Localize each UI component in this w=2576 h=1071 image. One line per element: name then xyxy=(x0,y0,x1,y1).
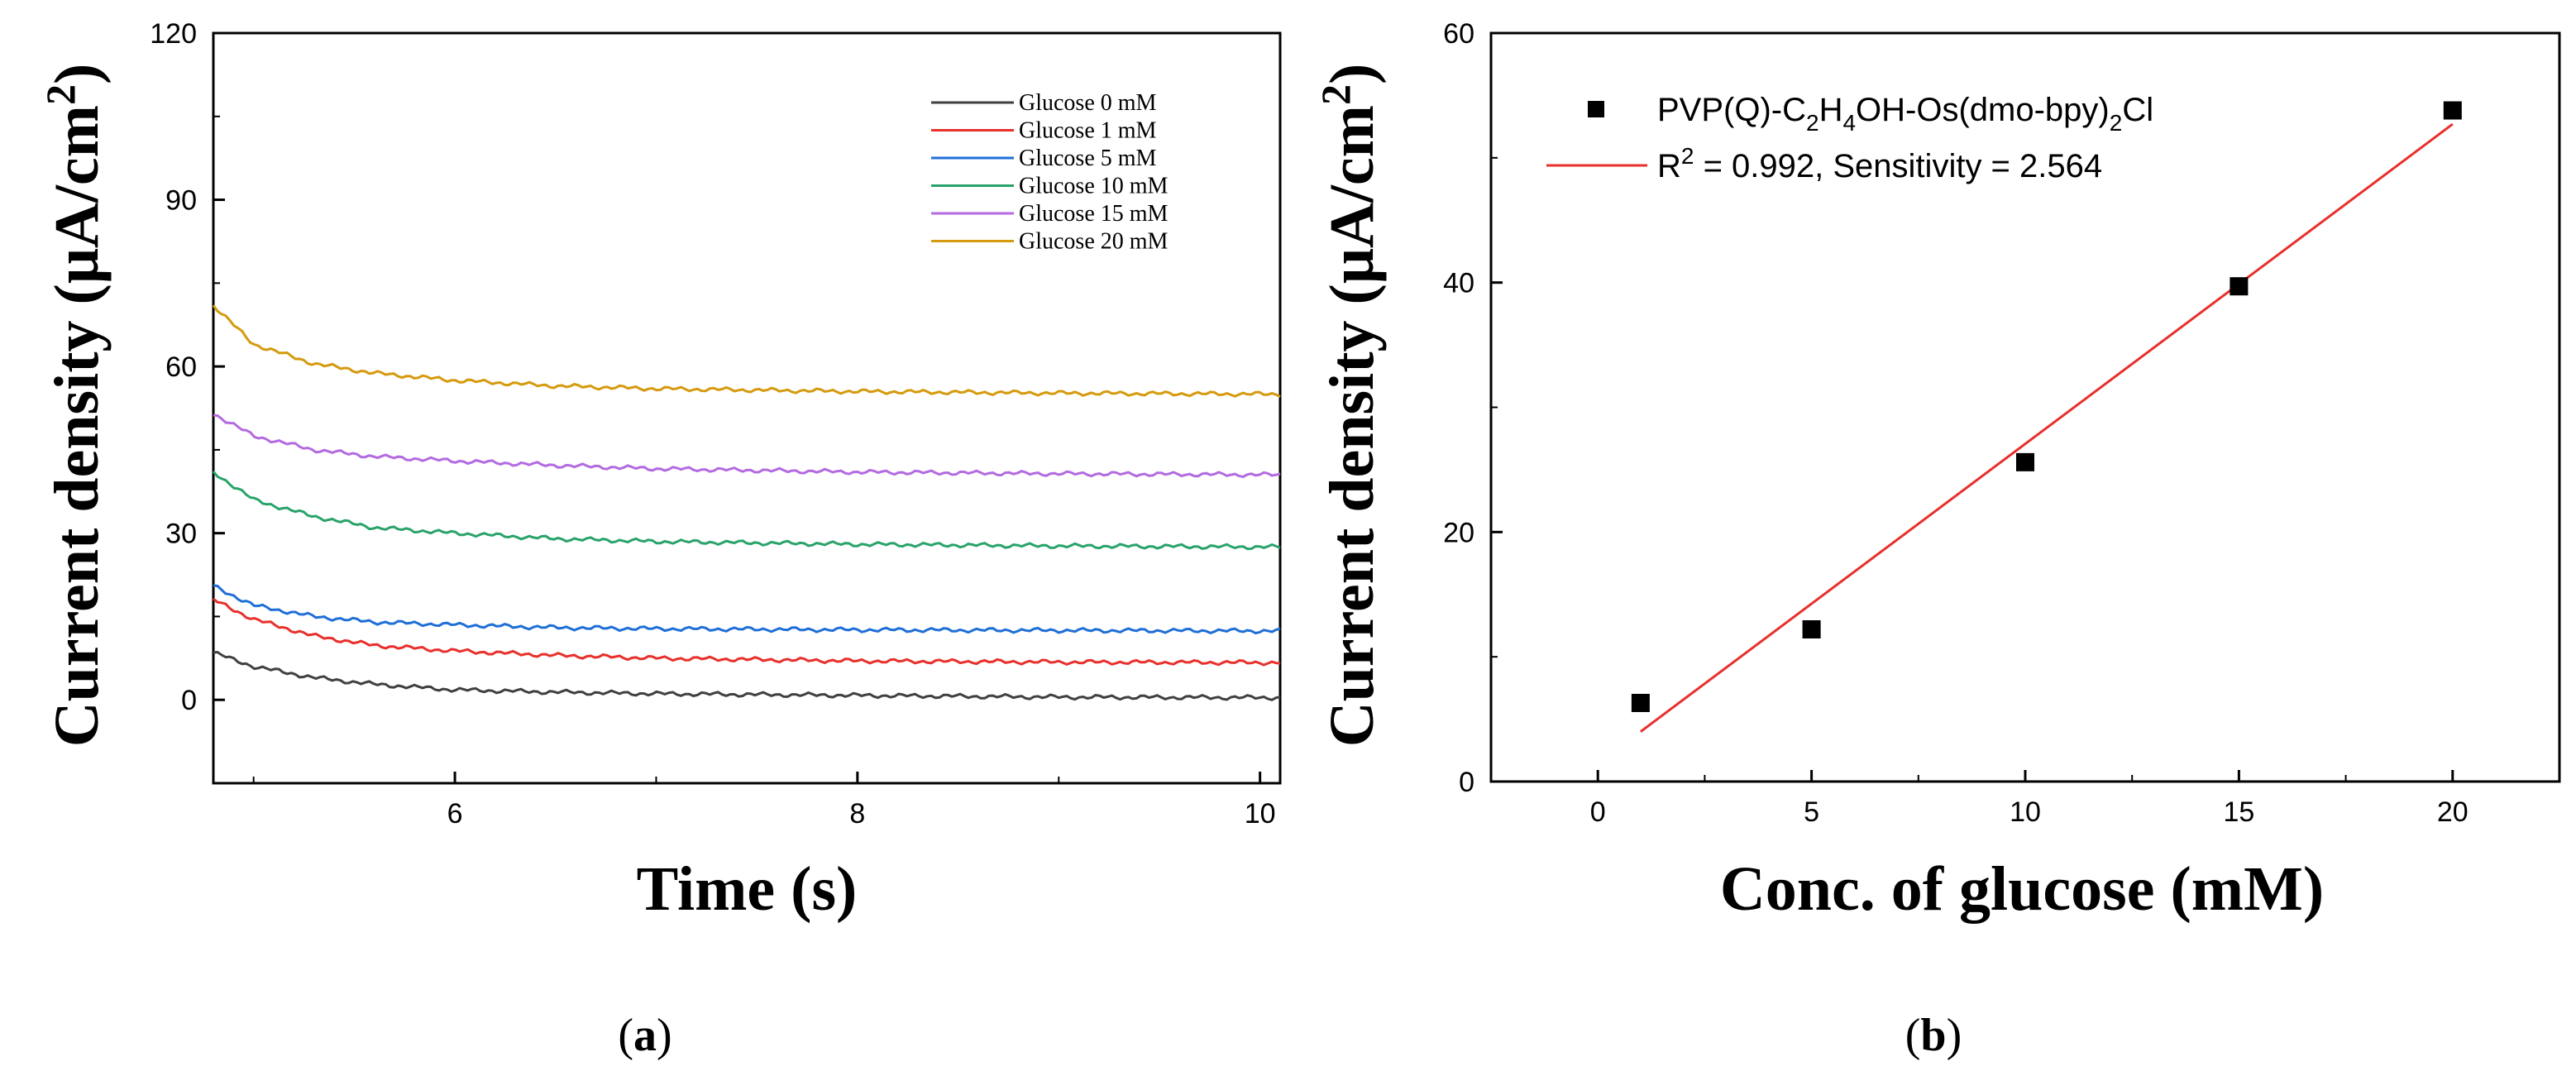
panel-a-series-line xyxy=(212,470,1281,551)
panel-b-y-tick-label: 20 xyxy=(1443,517,1474,548)
panel-b-fit xyxy=(1639,122,2454,733)
panel-a-y-tick-label: 30 xyxy=(165,519,197,550)
panel-a-plot-frame xyxy=(212,31,1282,785)
panel-b-data-point xyxy=(2230,277,2249,296)
panel-b-points xyxy=(1631,101,2462,712)
panel-a-legend-label: Glucose 20 mM xyxy=(1019,229,1169,255)
panel-a-series xyxy=(212,304,1281,701)
panel-b-data-point xyxy=(2443,101,2462,120)
panel-b-legend-scatter-label: PVP(Q)-C2H4OH-Os(dmo-bpy)2Cl xyxy=(1657,92,2153,136)
panel-b-fit-line xyxy=(1639,122,2454,733)
panel-a-x-tick-label: 6 xyxy=(447,798,463,830)
panel-a-y-tick-label: 120 xyxy=(150,18,197,50)
panel-b-legend-scatter-marker xyxy=(1588,101,1604,117)
panel-b-y-tick-label: 60 xyxy=(1443,18,1474,50)
panel-b-data-point xyxy=(1802,619,1821,638)
panel-a-y-tick-label: 0 xyxy=(181,685,197,716)
panel-b-chart: 0 5 10 15 20 0 20 40 60 Current density (μA/cm2)… xyxy=(1312,18,2561,924)
panel-b-x-axis-title: Conc. of glucose (mM) xyxy=(1720,854,2324,924)
panel-b-plot-frame xyxy=(1489,31,2561,783)
panel-a-x-tick-label: 10 xyxy=(1245,798,1276,830)
panel-a-series-line xyxy=(213,650,1281,701)
panel-a-series-line xyxy=(213,414,1281,479)
panel-a-x-axis-title: Time (s) xyxy=(637,854,858,924)
panel-b-legend-fit-label: R2 = 0.992, Sensitivity = 2.564 xyxy=(1657,143,2102,184)
panel-a-y-tick-label: 60 xyxy=(165,351,197,383)
panel-a-y-tick-label: 90 xyxy=(165,185,197,217)
panel-b-x-tick-label: 10 xyxy=(2010,796,2041,828)
panel-a-ticks: 6 8 10 0 30 60 90 120 xyxy=(150,18,1275,830)
panel-a-legend-label: Glucose 15 mM xyxy=(1019,201,1169,227)
panel-a-legend-label: Glucose 1 mM xyxy=(1019,118,1157,144)
panel-b-y-tick-label: 40 xyxy=(1443,268,1474,299)
panel-b-x-tick-label: 20 xyxy=(2437,796,2468,828)
panel-b-data-point xyxy=(1631,693,1650,712)
caption-b: (b) xyxy=(1905,1010,1962,1061)
panel-a-legend-label: Glucose 5 mM xyxy=(1019,146,1157,171)
panel-a-series-line xyxy=(213,584,1281,635)
caption-a: (a) xyxy=(618,1010,671,1061)
panel-a-series-line xyxy=(212,304,1281,398)
panel-b-legend: PVP(Q)-C2H4OH-Os(dmo-bpy)2Cl R2 = 0.992,… xyxy=(1546,92,2153,184)
panel-a-legend-label: Glucose 0 mM xyxy=(1019,90,1157,116)
panel-b-x-tick-label: 5 xyxy=(1804,796,1819,828)
panel-b-y-axis-title: Current density (μA/cm2) xyxy=(1312,64,1387,748)
panel-b-data-point xyxy=(2016,452,2034,471)
panel-b-x-tick-label: 0 xyxy=(1590,796,1606,828)
panel-a-legend-label: Glucose 10 mM xyxy=(1019,174,1169,199)
panel-b-ticks: 0 5 10 15 20 0 20 40 60 xyxy=(1443,18,2468,828)
panel-b-x-tick-label: 15 xyxy=(2223,796,2254,828)
panel-a-series-line xyxy=(213,597,1281,667)
panel-b-y-tick-label: 0 xyxy=(1459,767,1474,798)
panel-a-y-axis-title: Current density (μA/cm2) xyxy=(37,64,112,748)
panel-a-x-tick-label: 8 xyxy=(849,798,865,830)
